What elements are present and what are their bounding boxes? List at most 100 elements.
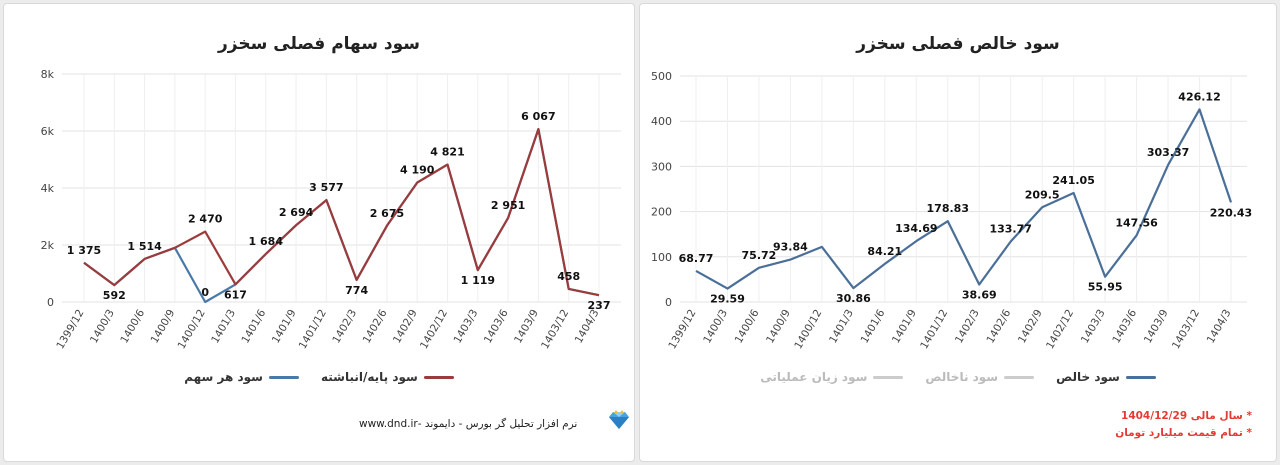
data-label: 1 119 bbox=[461, 274, 495, 287]
y-tick-label: 200 bbox=[651, 206, 672, 219]
right-chart-legend: سود خالص سود ناخالص سود زیان عملیاتی bbox=[640, 370, 1276, 384]
legend-swatch bbox=[1125, 375, 1156, 379]
x-tick-label: 1401/12 bbox=[297, 308, 329, 352]
x-tick-label: 1401/12 bbox=[918, 308, 950, 352]
data-label: 75.72 bbox=[742, 249, 777, 262]
x-tick-label: 1401/6 bbox=[239, 307, 268, 345]
data-label: 6 067 bbox=[521, 110, 555, 123]
data-label: 68.77 bbox=[679, 252, 714, 265]
x-tick-label: 1403/9 bbox=[1142, 308, 1171, 346]
x-tick-label: 1401/9 bbox=[890, 308, 919, 346]
data-label: 2 470 bbox=[188, 213, 223, 226]
legend-label: سود هر سهم bbox=[184, 370, 263, 384]
x-tick-label: 1403/3 bbox=[1079, 308, 1108, 346]
legend-item-net-profit[interactable]: سود خالص bbox=[1056, 370, 1156, 384]
x-tick-label: 1402/12 bbox=[1044, 308, 1076, 352]
data-label: 2 694 bbox=[279, 206, 314, 219]
data-label: 147.56 bbox=[1115, 216, 1158, 229]
data-label: 426.12 bbox=[1178, 90, 1220, 103]
legend-swatch bbox=[423, 375, 454, 379]
x-tick-label: 1403/9 bbox=[512, 308, 541, 346]
y-tick-label: 500 bbox=[651, 70, 672, 83]
x-tick-label: 1403/6 bbox=[1110, 307, 1139, 345]
x-tick-label: 1401/6 bbox=[859, 307, 888, 345]
series-line bbox=[83, 127, 600, 304]
left-chart-legend: سود پایه/انباشته سود هر سهم bbox=[4, 370, 634, 384]
notes: * سال مالی 1404/12/29 * تمام قیمت میلیار… bbox=[1115, 408, 1252, 442]
x-tick-label: 1400/6 bbox=[118, 307, 147, 345]
y-tick-label: 0 bbox=[47, 296, 54, 309]
y-tick-label: 8k bbox=[41, 68, 55, 81]
right-chart-panel: سود خالص فصلی سخزر 0 100 200 300 400 500 1399/… bbox=[639, 3, 1277, 462]
y-tick-label: 6k bbox=[41, 125, 55, 138]
x-tick-label: 1401/9 bbox=[270, 308, 299, 346]
data-label: 38.69 bbox=[962, 289, 997, 302]
data-label: 1 375 bbox=[67, 244, 101, 257]
data-label: 209.5 bbox=[1025, 188, 1060, 201]
y-tick-label: 300 bbox=[651, 160, 672, 173]
data-label: 4 821 bbox=[430, 146, 464, 159]
x-tick-label: 1403/6 bbox=[482, 307, 511, 345]
data-label: 303.37 bbox=[1147, 146, 1189, 159]
data-label: 220.43 bbox=[1210, 206, 1252, 219]
x-tick-label: 1399/12 bbox=[666, 308, 698, 352]
data-label: 592 bbox=[103, 289, 126, 302]
data-label: 55.95 bbox=[1088, 281, 1123, 294]
data-label: 237 bbox=[588, 299, 611, 312]
x-tick-label: 1400/6 bbox=[733, 307, 762, 345]
x-tick-label: 1403/3 bbox=[452, 308, 481, 346]
data-label: 3 577 bbox=[309, 181, 343, 194]
legend-label: سود زیان عملیاتی bbox=[760, 370, 868, 384]
x-tick-label: 1404/3 bbox=[573, 308, 602, 346]
data-label: 133.77 bbox=[989, 223, 1031, 236]
legend-item-gross-profit[interactable]: سود ناخالص bbox=[925, 370, 1035, 384]
x-tick-label: 1404/3 bbox=[1205, 308, 1234, 346]
data-label: 30.86 bbox=[836, 292, 871, 305]
x-tick-label: 1402/6 bbox=[984, 307, 1013, 345]
y-tick-label: 2k bbox=[41, 239, 55, 252]
legend-item-accumulated-profit[interactable]: سود پایه/انباشته bbox=[321, 370, 454, 384]
legend-item-eps[interactable]: سود هر سهم bbox=[184, 370, 299, 384]
data-label: 617 bbox=[224, 288, 247, 301]
data-label: 2 951 bbox=[491, 199, 525, 212]
left-chart-svg: 0 2k 4k 6k 8k 1399/12 1400/3 1400/6 1400/91400/1… bbox=[41, 68, 621, 352]
data-label: 1 684 bbox=[249, 235, 284, 248]
y-tick-label: 4k bbox=[41, 182, 55, 195]
data-label: 4 190 bbox=[400, 164, 435, 177]
legend-label: سود ناخالص bbox=[925, 370, 999, 384]
data-label: 0 bbox=[201, 286, 209, 299]
data-label: 1 514 bbox=[127, 240, 162, 253]
x-tick-label: 1403/12 bbox=[1170, 308, 1202, 352]
data-label: 134.69 bbox=[895, 222, 937, 235]
x-tick-label: 1401/3 bbox=[209, 308, 238, 346]
x-tick-label: 1400/9 bbox=[149, 308, 178, 346]
legend-item-operating-profit[interactable]: سود زیان عملیاتی bbox=[760, 370, 904, 384]
data-label: 29.59 bbox=[710, 293, 745, 306]
legend-label: سود خالص bbox=[1056, 370, 1120, 384]
left-chart-panel: سود سهام فصلی سخزر 0 2k 4k 6k 8k 1399/12 1400/… bbox=[3, 3, 635, 462]
x-tick-label: 1400/3 bbox=[88, 308, 117, 346]
data-label: 241.05 bbox=[1052, 174, 1094, 187]
data-label: 774 bbox=[345, 284, 368, 297]
data-label: 84.21 bbox=[867, 245, 902, 258]
note-fiscal-year: * سال مالی 1404/12/29 bbox=[1121, 410, 1252, 422]
x-tick-label: 1400/3 bbox=[701, 308, 730, 346]
footer-credit: نرم افزار تحلیل گر بورس - دایموند -www.d… bbox=[359, 418, 578, 430]
series-line bbox=[695, 108, 1233, 290]
x-tick-label: 1402/3 bbox=[330, 308, 359, 346]
data-label: 178.83 bbox=[927, 202, 969, 215]
x-tick-label: 1400/12 bbox=[792, 308, 824, 352]
data-label: 2 675 bbox=[370, 207, 404, 220]
legend-swatch bbox=[268, 375, 299, 379]
right-chart-title: سود خالص فصلی سخزر bbox=[856, 34, 1060, 54]
diamond-icon bbox=[609, 410, 629, 429]
legend-label: سود پایه/انباشته bbox=[320, 370, 418, 384]
x-tick-label: 1402/9 bbox=[391, 308, 420, 346]
legend-swatch bbox=[873, 375, 904, 379]
x-tick-label: 1402/12 bbox=[418, 308, 450, 352]
x-tick-label: 1402/3 bbox=[953, 308, 982, 346]
data-label: 458 bbox=[557, 270, 580, 283]
y-tick-label: 0 bbox=[665, 296, 672, 309]
note-units: * تمام قیمت میلیارد تومان bbox=[1115, 427, 1252, 439]
x-tick-label: 1400/9 bbox=[764, 308, 793, 346]
